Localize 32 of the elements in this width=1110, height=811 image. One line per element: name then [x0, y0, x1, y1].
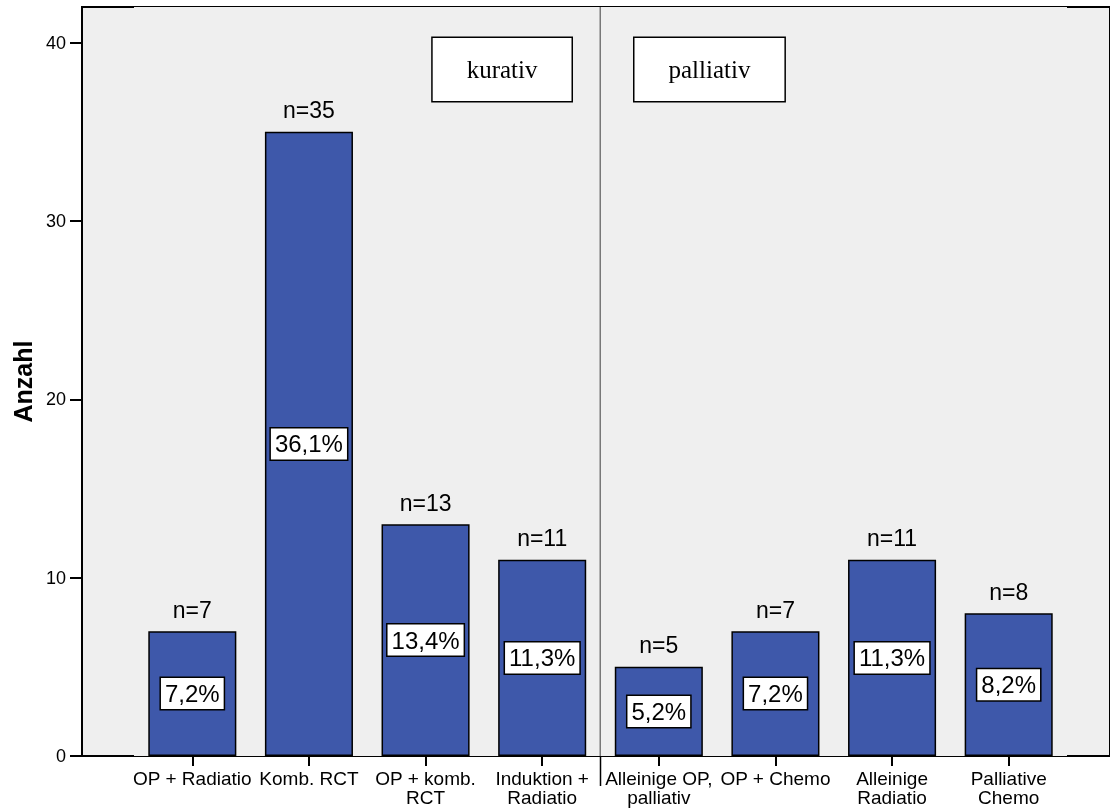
- annotation: 11,3%: [509, 644, 576, 672]
- annotation: 8,2%: [981, 671, 1037, 699]
- y-tick-label: 40: [45, 32, 66, 53]
- annotation: 7,2%: [164, 680, 220, 708]
- band-label: palliativ: [668, 56, 751, 83]
- y-tick-label: 10: [45, 567, 66, 588]
- x-tick-label: OP + Chemo: [720, 768, 831, 789]
- x-tick-label: Alleinige Radiatio: [856, 768, 928, 808]
- annotation: 36,1%: [274, 430, 343, 458]
- y-tick-label: 20: [45, 389, 66, 410]
- x-tick-label: OP + komb. RCT: [375, 768, 476, 808]
- data-label: n=35: [283, 97, 335, 124]
- y-axis-title: Anzahl: [8, 340, 37, 423]
- x-tick-label: Komb. RCT: [259, 768, 359, 789]
- y-tick-label: 0: [55, 746, 66, 766]
- data-label: n=11: [517, 525, 568, 552]
- x-tick-label: Induktion + Radiatio: [495, 768, 589, 808]
- annotation: 13,4%: [391, 626, 460, 654]
- data-label: n=7: [755, 596, 795, 623]
- x-tick-label: OP + Radiatio: [133, 768, 252, 789]
- data-label: n=11: [867, 525, 918, 552]
- band-label: kurativ: [466, 56, 538, 83]
- annotation: 5,2%: [631, 697, 687, 725]
- data-label: n=7: [172, 596, 212, 623]
- annotation: 7,2%: [748, 680, 803, 708]
- y-tick-label: 30: [45, 211, 66, 231]
- data-label: n=13: [399, 489, 452, 516]
- data-label: n=5: [639, 632, 679, 659]
- data-label: n=8: [989, 578, 1029, 605]
- annotation: 11,3%: [858, 644, 926, 672]
- x-tick-label: Palliative Chemo: [970, 768, 1047, 808]
- x-tick-label: Alleinige OP, palliativ: [605, 768, 713, 808]
